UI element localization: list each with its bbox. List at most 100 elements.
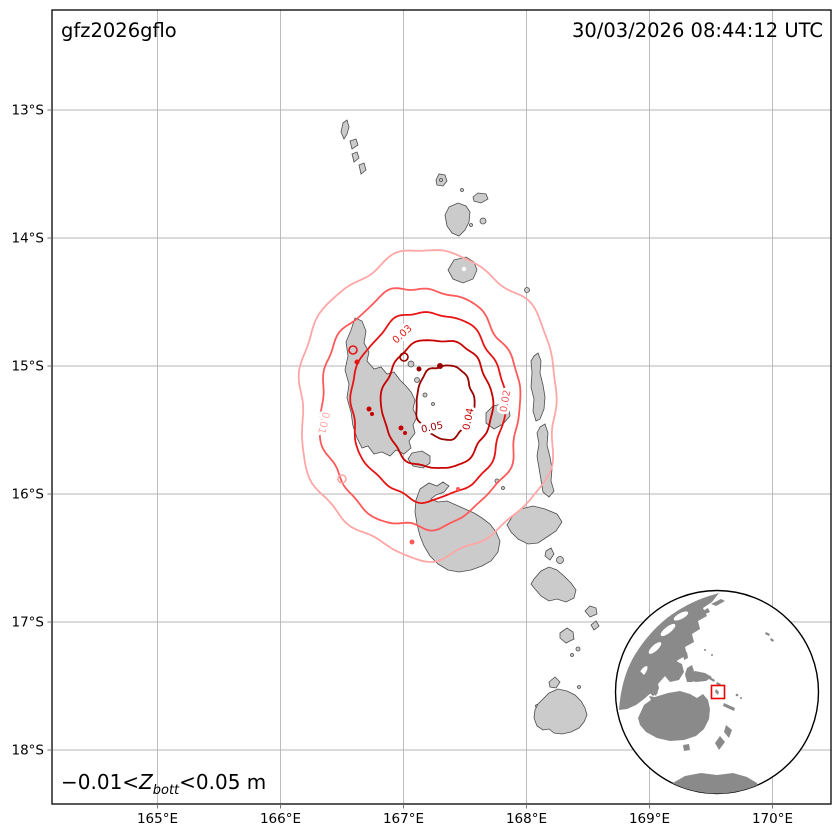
globe-land-sumatra bbox=[634, 671, 658, 696]
contour-closed-loop bbox=[337, 474, 347, 484]
island bbox=[584, 605, 598, 618]
island bbox=[570, 653, 574, 657]
island bbox=[556, 556, 564, 564]
globe-land-dot bbox=[704, 649, 706, 651]
island-lake bbox=[461, 266, 467, 272]
globe-land-new-guinea bbox=[685, 671, 712, 682]
inset-globe bbox=[614, 589, 820, 795]
contour-spot bbox=[398, 425, 404, 431]
axes-layer: 165°E 166°E 167°E 168°E 169°E 170°E 13°S 14°S 15… bbox=[12, 103, 794, 828]
globe-land-vanuatu bbox=[715, 689, 719, 695]
globe-land-dot bbox=[711, 654, 713, 656]
contour-spot bbox=[437, 363, 443, 369]
island bbox=[351, 151, 360, 163]
contour-spot bbox=[409, 539, 415, 545]
island bbox=[414, 377, 420, 383]
island-ambrym bbox=[506, 505, 563, 545]
island-pentecost bbox=[536, 423, 555, 498]
island-efate bbox=[533, 688, 588, 735]
contour-label-0.04: 0.04 bbox=[461, 407, 476, 431]
contour-label-0.05: 0.05 bbox=[420, 420, 444, 435]
globe-land-australia bbox=[638, 691, 710, 741]
contour-line-0.01 bbox=[297, 249, 558, 563]
island bbox=[407, 360, 415, 368]
globe-land-new-zealand bbox=[715, 736, 725, 750]
contour-label-0.03: 0.03 bbox=[391, 323, 415, 346]
island bbox=[501, 486, 505, 490]
globe-land-new-caledonia bbox=[723, 703, 735, 711]
contour-spot bbox=[416, 366, 422, 372]
contour-spot bbox=[456, 487, 460, 491]
globe-land-japan bbox=[701, 608, 710, 615]
plot-frame bbox=[51, 9, 832, 805]
globe-land-fiji bbox=[740, 697, 742, 699]
globe-land-solomons bbox=[709, 677, 715, 682]
y-tick-label: 16°S bbox=[12, 487, 45, 503]
contour-spot bbox=[370, 412, 374, 416]
y-tick-label: 18°S bbox=[12, 743, 45, 759]
x-tick-label: 167°E bbox=[383, 811, 424, 827]
globe-land-philippines bbox=[683, 652, 688, 660]
island bbox=[559, 627, 575, 644]
contour-spot bbox=[366, 406, 372, 412]
globe-land-philippines bbox=[676, 640, 683, 652]
y-tick-label: 17°S bbox=[12, 615, 45, 631]
contour-spot bbox=[403, 431, 407, 435]
inset-region-marker bbox=[710, 684, 726, 700]
contour-label-0.01: 0.01 bbox=[315, 411, 331, 435]
range-variable: Z bbox=[139, 770, 153, 794]
island bbox=[469, 223, 473, 227]
globe-land-borneo bbox=[664, 660, 684, 682]
island bbox=[524, 287, 530, 293]
contour-closed-loop bbox=[399, 352, 409, 362]
range-subscript: bott bbox=[152, 783, 180, 798]
globe-land-tasmania bbox=[683, 744, 690, 751]
globe-land-dot bbox=[770, 638, 774, 642]
x-tick-label: 165°E bbox=[137, 811, 178, 827]
globe-land-dot bbox=[765, 632, 770, 636]
contour-line-0.03 bbox=[349, 311, 508, 504]
range-suffix: <0.05 m bbox=[179, 770, 267, 794]
x-tick-label: 166°E bbox=[260, 811, 301, 827]
globe-land-fiji bbox=[735, 693, 739, 697]
event-id-title: gfz2026gflo bbox=[61, 19, 177, 42]
timestamp: 30/03/2026 08:44:12 UTC bbox=[571, 19, 823, 42]
island bbox=[340, 119, 350, 140]
island bbox=[460, 188, 464, 192]
y-tick-label: 15°S bbox=[12, 359, 45, 375]
island bbox=[577, 685, 581, 689]
range-prefix: −0.01< bbox=[61, 770, 140, 794]
x-tick-label: 169°E bbox=[629, 811, 670, 827]
island bbox=[544, 547, 555, 561]
island bbox=[575, 646, 581, 652]
island bbox=[439, 178, 443, 182]
island-epi bbox=[530, 566, 577, 603]
island bbox=[590, 620, 600, 631]
contour-line-0.05 bbox=[415, 364, 476, 441]
globe-sea bbox=[673, 611, 689, 621]
contour-line-0.02 bbox=[318, 287, 522, 532]
island-maewo bbox=[530, 352, 546, 422]
island bbox=[407, 450, 431, 469]
globe-land-japan bbox=[711, 599, 725, 606]
island bbox=[349, 138, 359, 150]
island bbox=[548, 676, 561, 689]
island bbox=[444, 202, 471, 237]
island bbox=[479, 217, 487, 225]
islands-layer bbox=[340, 119, 600, 735]
island bbox=[431, 402, 435, 406]
globe-land-new-zealand bbox=[724, 725, 732, 738]
y-tick-label: 13°S bbox=[12, 103, 45, 119]
x-tick-label: 168°E bbox=[506, 811, 547, 827]
island-espiritu-santo bbox=[344, 317, 418, 457]
x-tick-label: 170°E bbox=[752, 811, 793, 827]
contour-layer bbox=[297, 249, 558, 563]
island bbox=[358, 162, 367, 175]
y-tick-label: 14°S bbox=[12, 231, 45, 247]
value-range-annotation: −0.01<Zbott<0.05 m bbox=[61, 770, 266, 798]
contour-line-0.04 bbox=[379, 339, 495, 469]
contour-label-0.02: 0.02 bbox=[499, 389, 514, 413]
contour-spot bbox=[354, 359, 360, 365]
